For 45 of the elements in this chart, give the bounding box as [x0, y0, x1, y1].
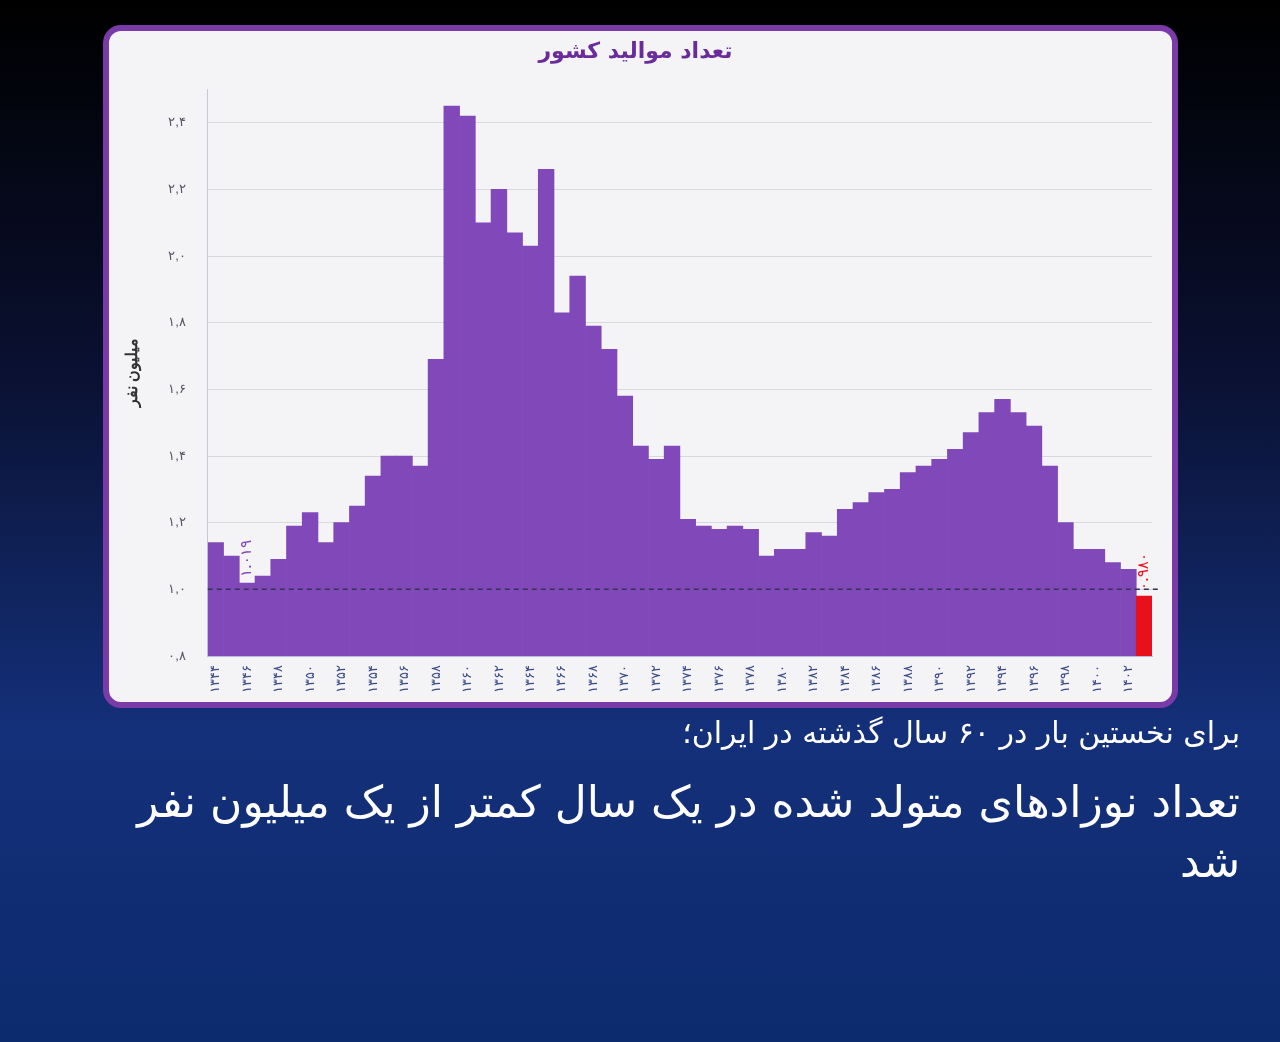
y-tick-label: ۱,۸: [168, 314, 186, 330]
x-tick-label: ۱۳۸۶: [868, 665, 884, 693]
x-tick-label: ۱۳۹۸: [1057, 665, 1073, 693]
x-tick-label: ۱۳۵۰: [301, 665, 317, 693]
x-tick-label: ۱۳۴۶: [238, 665, 254, 693]
x-tick-label: ۱۳۶۶: [553, 665, 569, 693]
x-tick-label: ۱۳۶۴: [521, 665, 537, 693]
x-tick-label: ۱۳۸۰: [773, 665, 789, 693]
x-tick-label: ۱۳۶۲: [490, 665, 506, 693]
x-tick-label: ۱۳۷۴: [679, 665, 695, 693]
x-tick-label: ۱۳۷۶: [710, 665, 726, 693]
y-tick-label: ۱,۶: [168, 380, 186, 396]
x-tick-label: ۱۳۶۰: [459, 665, 475, 693]
x-tick-label: ۱۳۸۴: [836, 665, 852, 693]
x-tick-label: ۱۳۹۰: [931, 665, 947, 693]
x-tick-label: ۱۳۶۸: [584, 665, 600, 693]
y-axis-title: میلیون نفر: [123, 337, 143, 409]
y-tick-label: ۲,۲: [168, 180, 186, 196]
data-label: ۰.۹۸۰: [1134, 553, 1153, 591]
x-tick-label: ۱۳۵۶: [396, 665, 412, 693]
x-tick-label: ۱۳۷۸: [742, 665, 758, 693]
text: برای نخستین بار در ۶۰ سال گذشته در ایران؛: [681, 715, 1240, 750]
y-tick-label: ۱,۲: [168, 514, 186, 530]
x-tick-label: ۱۳۵۲: [333, 665, 349, 693]
x-tick-label: ۱۳۵۴: [364, 665, 380, 693]
x-tick-label: ۱۳۴۸: [270, 665, 286, 693]
y-tick-label: ۲,۴: [168, 114, 186, 130]
x-tick-label: ۱۳۹۴: [994, 665, 1010, 693]
x-tick-label: ۱۳۹۲: [962, 665, 978, 693]
y-tick-label: ۱,۰: [168, 580, 186, 596]
x-tick-label: ۱۳۷۲: [647, 665, 663, 693]
chart-title: تعداد موالید کشور: [537, 37, 733, 64]
x-tick-label: ۱۳۸۸: [899, 665, 915, 693]
y-tick-label: ۲,۰: [168, 247, 186, 263]
x-tick-label: ۱۳۸۲: [805, 665, 821, 693]
y-tick-label: ۰,۸: [168, 647, 186, 663]
x-tick-label: ۱۴۰۲: [1119, 665, 1135, 693]
x-tick-label: ۱۳۵۸: [427, 665, 443, 693]
text: تعداد نوزادهای متولد شده در یک سال کمتر از یک میلیون نفر شد: [134, 775, 1240, 889]
x-tick-label: ۱۳۹۶: [1025, 665, 1041, 693]
x-tick-label: ۱۳۴۴: [207, 665, 223, 693]
data-label: ۱.۰۱۹: [237, 540, 256, 578]
y-tick-label: ۱,۴: [168, 447, 186, 463]
x-tick-label: ۱۴۰۰: [1088, 665, 1104, 693]
x-tick-label: ۱۳۷۰: [616, 665, 632, 693]
